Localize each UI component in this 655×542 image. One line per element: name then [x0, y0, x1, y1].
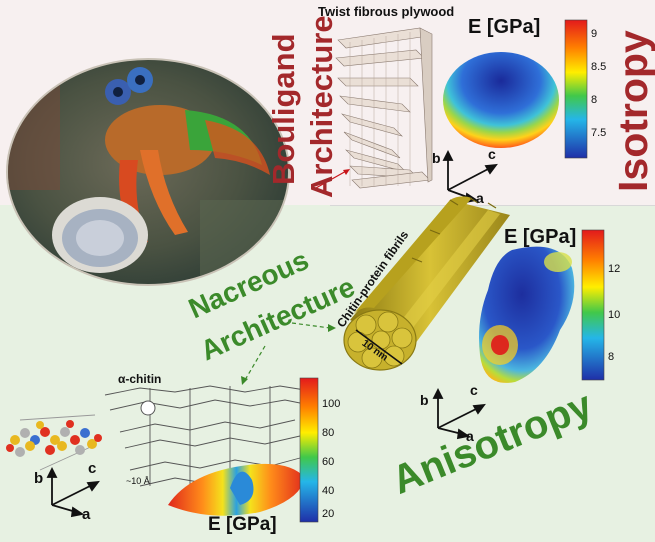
alpha-chitin-label: α-chitin — [118, 372, 162, 386]
chitin-colorbar-tick: 40 — [322, 485, 335, 497]
top-colorbar-tick: 9 — [591, 28, 598, 40]
molecule-axis-c: c — [88, 460, 97, 477]
fibril-axes — [432, 387, 486, 440]
fibril-axis-a: a — [466, 428, 474, 444]
chitin-colorbar-tick: 20 — [322, 508, 335, 520]
mid-colorbar-tick: 10 — [608, 309, 621, 321]
mid-modulus-label: E [GPa] — [504, 226, 577, 248]
isotropy-label: Isotropy — [610, 30, 655, 192]
mid-colorbar-tick: 8 — [608, 351, 615, 363]
molecule-axis-a: a — [82, 506, 91, 523]
mantis-shrimp-photo — [6, 58, 290, 286]
chitin-protein-fibril-bundle — [343, 196, 510, 371]
bouligand-title: Bouligand — [266, 33, 301, 185]
plywood-pointer-arrow — [315, 169, 349, 189]
top-axis-c: c — [488, 146, 496, 162]
isotropic-modulus-surface — [443, 52, 559, 148]
top-colorbar-tick: 8 — [591, 94, 598, 106]
top-colorbar-tick: 7.5 — [591, 127, 607, 139]
plywood-label: Twist fibrous plywood — [318, 4, 455, 19]
architecture-pointers — [244, 322, 331, 381]
chitin-spacing-label: ~10 Å — [126, 476, 150, 486]
chitin-colorbar — [299, 377, 319, 523]
twisted-plywood-structure — [335, 27, 433, 189]
chitin-colorbar-tick: 80 — [322, 427, 335, 439]
top-colorbar-tick: 8.5 — [591, 61, 607, 73]
chitin-molecule-model — [6, 420, 102, 457]
anisotropic-modulus-surface — [479, 246, 575, 383]
chitin-modulus-surface — [168, 463, 305, 516]
top-modulus-label: E [GPa] — [468, 16, 541, 38]
molecule-axis-b: b — [34, 470, 44, 487]
fibril-axis-c: c — [470, 382, 478, 398]
bottom-colorbar — [581, 229, 605, 381]
top-axis-a: a — [476, 190, 484, 206]
molecule-axes — [46, 466, 100, 518]
mid-colorbar-tick: 12 — [608, 263, 621, 275]
bouligand-title-line-2: Architecture — [304, 15, 339, 198]
chitin-colorbar-tick: 60 — [322, 456, 335, 468]
fibril-axis-b: b — [420, 392, 429, 408]
chitin-modulus-label: E [GPa] — [208, 514, 277, 535]
chitin-colorbar-tick: 100 — [322, 398, 341, 410]
top-axis-b: b — [432, 150, 441, 166]
top-colorbar — [564, 19, 588, 159]
